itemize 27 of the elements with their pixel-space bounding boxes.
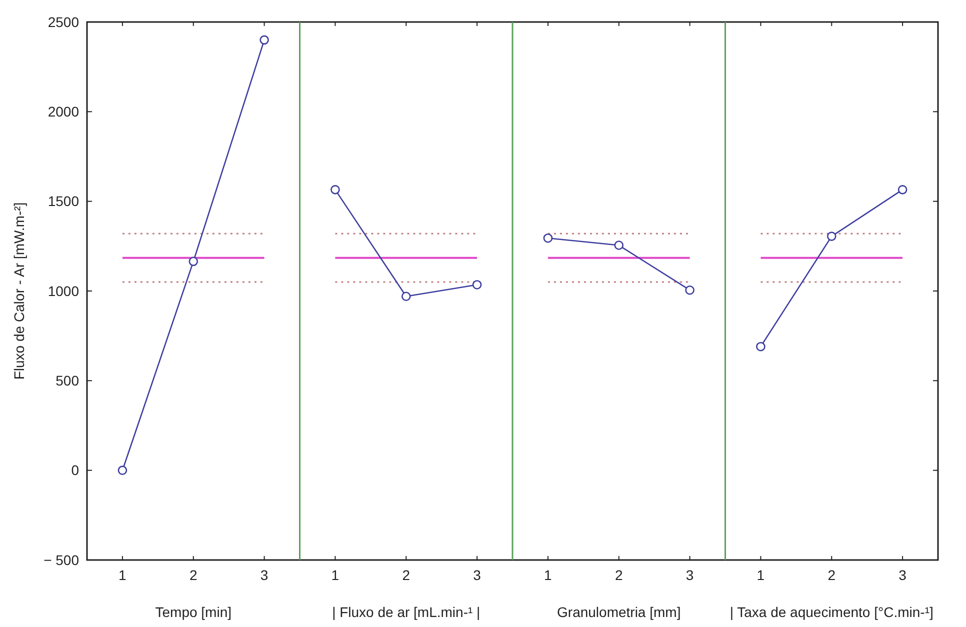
y-tick-label: 1500: [48, 193, 80, 210]
x-tick-label: 1: [544, 567, 552, 583]
x-axis-title: | Fluxo de ar [mL.min-¹ |: [332, 604, 480, 620]
y-tick-label: 1000: [48, 282, 80, 299]
y-tick-label: 2500: [48, 14, 80, 30]
point: [118, 466, 128, 475]
y-tick-label: − 500: [44, 552, 80, 568]
y-axis-title: Fluxo de Calor - Ar [mW.m-²]: [11, 202, 27, 380]
x-tick-label: 1: [331, 567, 340, 583]
point: [260, 35, 269, 45]
x-tick-label: 3: [260, 567, 268, 583]
y-tick-label: 0: [71, 462, 80, 478]
x-tick-label: 3: [898, 567, 907, 583]
x-axis-title: | Taxa de aquecimento [°C.min-¹]: [730, 604, 934, 620]
x-tick-label: 2: [189, 567, 198, 583]
x-tick-label: 3: [686, 567, 694, 583]
x-tick-label: 3: [473, 567, 482, 583]
point: [188, 256, 198, 266]
y-tick-label: 500: [56, 372, 80, 389]
x-tick-label: 1: [756, 567, 765, 583]
x-tick-label: 2: [614, 567, 623, 583]
y-tick-label: 2000: [48, 104, 80, 120]
x-tick-label: 2: [828, 567, 836, 583]
x-axis-title: Tempo [min]: [155, 604, 232, 620]
x-tick-label: 1: [118, 567, 127, 583]
x-axis-title: Granulometria [mm]: [557, 604, 681, 620]
x-tick-label: 2: [402, 567, 410, 583]
